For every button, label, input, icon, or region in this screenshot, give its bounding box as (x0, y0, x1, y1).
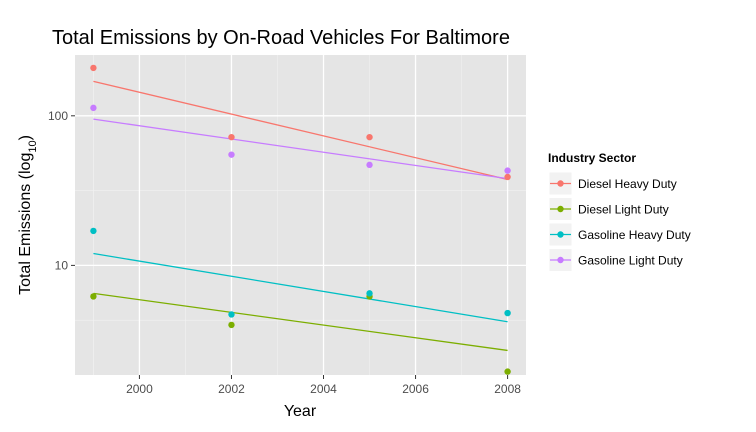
data-point (228, 321, 235, 329)
x-axis-title: Year (284, 403, 317, 420)
trend-lines (93, 80, 508, 352)
legend-item: Diesel Heavy Duty (548, 171, 677, 196)
legend-title: Industry Sector (548, 151, 636, 165)
plot-panel (75, 55, 526, 375)
legend-label: Diesel Heavy Duty (578, 177, 677, 191)
chart-title: Total Emissions by On-Road Vehicles For … (52, 27, 510, 49)
data-point (504, 309, 511, 317)
data-point (90, 104, 97, 112)
x-tick-label: 2006 (402, 382, 429, 396)
minor-gridlines (75, 55, 526, 375)
data-point (90, 293, 97, 300)
data-point (366, 290, 373, 297)
data-point (504, 368, 511, 375)
x-tick-label: 2000 (126, 382, 153, 396)
legend-label: Gasoline Light Duty (578, 254, 683, 268)
x-axis-ticks: 2000 2002 2004 2006 2008 (126, 375, 521, 396)
data-point (228, 133, 235, 141)
y-axis-title-suffix: ) (17, 135, 34, 140)
trend-line (93, 118, 508, 180)
legend: Diesel Heavy Duty Diesel Light Duty Gasoli… (548, 171, 691, 272)
legend-label: Gasoline Heavy Duty (578, 228, 691, 242)
y-axis-title-subscript: 10 (27, 140, 39, 152)
y-axis-title: Total Emissions (log10) (17, 135, 39, 295)
data-point (366, 133, 373, 141)
x-tick-label: 2002 (218, 382, 245, 396)
y-tick-label: 10 (55, 258, 69, 272)
data-points (90, 64, 511, 375)
legend-key-point (557, 256, 564, 264)
major-gridlines (75, 55, 526, 375)
data-point (228, 151, 235, 158)
data-point (366, 161, 373, 169)
y-tick-label: 100 (48, 109, 68, 123)
y-axis-title-prefix: Total Emissions (log (17, 153, 34, 295)
x-tick-label: 2004 (310, 382, 337, 396)
data-point (228, 311, 235, 318)
legend-key-point (557, 180, 564, 187)
legend-key-point (557, 205, 564, 213)
trend-line (93, 252, 508, 323)
data-point (504, 173, 511, 181)
y-axis-ticks: 10 100 (48, 109, 75, 272)
legend-item: Diesel Light Duty (548, 197, 669, 221)
legend-key-point (557, 231, 564, 238)
legend-item: Gasoline Heavy Duty (548, 222, 691, 247)
legend-item: Gasoline Light Duty (548, 248, 683, 272)
trend-line (93, 80, 508, 181)
legend-label: Diesel Light Duty (578, 203, 669, 217)
data-point (90, 227, 97, 235)
data-point (504, 167, 511, 174)
x-tick-label: 2008 (494, 382, 521, 396)
trend-line (93, 292, 508, 352)
data-point (90, 64, 97, 72)
